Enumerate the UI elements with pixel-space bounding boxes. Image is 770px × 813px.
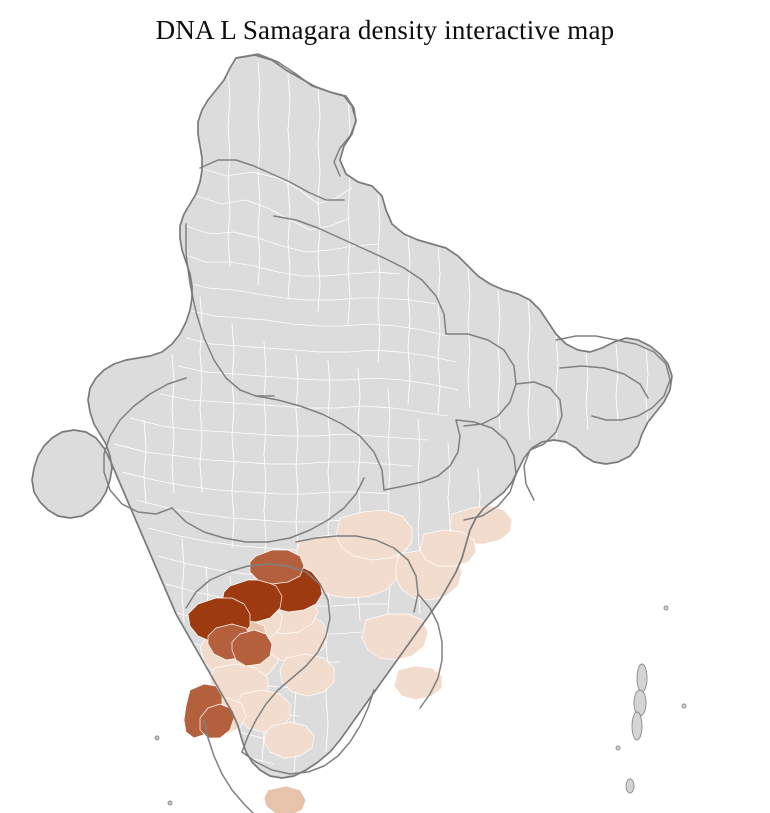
island-narcondam[interactable]: [681, 703, 687, 709]
page-title: DNA L Samagara density interactive map: [155, 15, 615, 45]
state-border-telangana: [295, 535, 419, 613]
state-border-chhattisgarh: [383, 419, 461, 491]
district-andhra-nellore[interactable]: [393, 665, 443, 701]
state-border-jk: [235, 53, 357, 177]
state-border-wb: [515, 381, 563, 501]
india-choropleth-map[interactable]: [0, 48, 770, 813]
state-border-up: [273, 215, 447, 335]
district-andhra-rayalaseema[interactable]: [361, 613, 429, 661]
state-border-bihar-jharkhand: [445, 333, 517, 427]
india-landmass[interactable]: [31, 54, 673, 779]
state-border-andhra: [417, 593, 443, 709]
district-karnataka-koppal[interactable]: [231, 629, 273, 667]
island-andaman-small-west[interactable]: [615, 745, 621, 751]
island-south-andaman[interactable]: [631, 711, 643, 741]
map-svg[interactable]: [0, 48, 770, 813]
state-border-tamilnadu: [241, 689, 375, 775]
island-lakshadweep-north[interactable]: [154, 735, 160, 741]
district-karnataka-udupi[interactable]: [199, 703, 235, 739]
map-base-layer: [31, 54, 673, 779]
state-border-kerala: [203, 719, 255, 813]
island-barren[interactable]: [663, 605, 669, 611]
island-territories-layer[interactable]: [154, 605, 687, 813]
state-border-punjab-hp: [199, 159, 345, 201]
state-border-odisha: [455, 419, 517, 521]
country-outline-layer: [31, 54, 673, 779]
district-karnataka-raichur[interactable]: [249, 549, 305, 585]
island-little-andaman[interactable]: [625, 778, 635, 794]
state-border-maharashtra: [171, 477, 365, 543]
district-karnataka-tumkur[interactable]: [279, 653, 335, 697]
state-border-mp: [255, 395, 385, 491]
district-tamilnadu-south[interactable]: [263, 785, 307, 813]
island-lakshadweep-south[interactable]: [167, 800, 173, 806]
state-border-northeast: [555, 335, 671, 421]
india-national-border: [31, 54, 673, 779]
state-border-assam-valley: [559, 365, 649, 399]
state-boundary-layer: [103, 53, 671, 813]
district-karnataka-mandya[interactable]: [263, 721, 315, 759]
state-border-gujarat: [103, 377, 187, 515]
island-north-andaman[interactable]: [636, 663, 648, 693]
state-border-karnataka: [185, 563, 331, 753]
